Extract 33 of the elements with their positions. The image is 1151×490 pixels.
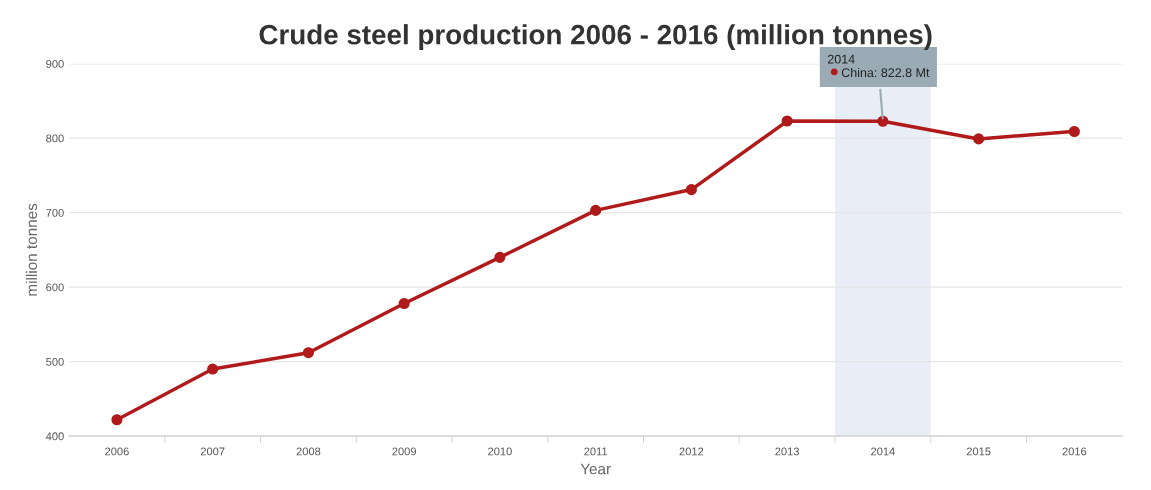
x-tick-label: 2014	[871, 447, 895, 456]
text: 2014	[827, 54, 855, 64]
x-tick-label: 2010	[488, 447, 512, 456]
point	[685, 184, 697, 196]
point	[207, 363, 219, 375]
point	[781, 115, 793, 127]
y-axis-title: million tonnes	[25, 203, 38, 296]
x-tick-label: 2006	[105, 447, 129, 456]
x-tick-label: 2013	[775, 447, 799, 456]
point	[973, 133, 985, 145]
y-tick-label: 400	[45, 432, 64, 441]
x-tick-label: 2016	[1062, 447, 1087, 456]
y-tick-label: 600	[46, 283, 64, 292]
point	[494, 251, 506, 263]
y-tick-label: 500	[46, 357, 64, 366]
x-tick-label: 2008	[296, 447, 321, 456]
point	[111, 414, 123, 426]
point	[302, 347, 314, 359]
x-tick-label: 2012	[679, 447, 704, 456]
x-tick-label: 2011	[584, 447, 608, 456]
point	[1068, 125, 1080, 138]
y-tick-label: 900	[46, 59, 64, 68]
x-axis-title: Year	[580, 463, 611, 475]
x-tick-label: 2007	[200, 447, 225, 456]
point	[398, 297, 410, 310]
y-tick-label: 800	[46, 134, 64, 143]
point	[877, 115, 889, 127]
x-tick-label: 2009	[392, 447, 416, 456]
y-tick-label: 700	[46, 208, 64, 217]
point	[590, 204, 602, 216]
x-tick-label: 2015	[966, 447, 991, 456]
text: China: 822.8 Mt	[841, 67, 930, 78]
chart-title: Crude steel production 2006 - 2016 (million tonnes)	[259, 24, 932, 51]
